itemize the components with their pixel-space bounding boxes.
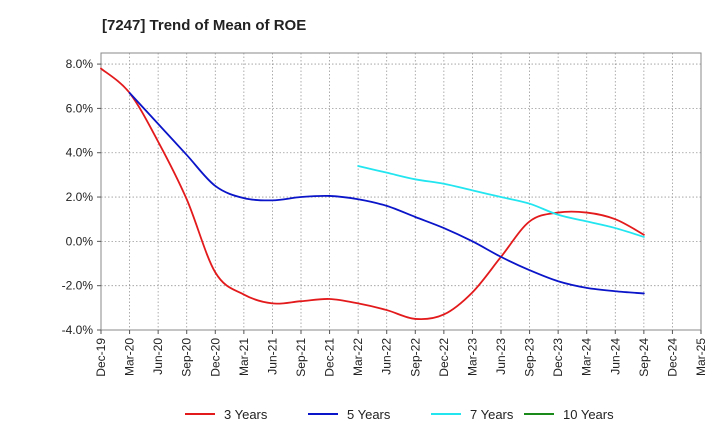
series-lines — [100, 67, 645, 321]
x-tick-label: Sep-22 — [408, 338, 422, 377]
y-tick-label: 2.0% — [66, 190, 94, 204]
x-tick-label: Sep-21 — [294, 338, 308, 377]
x-tick-label: Jun-23 — [494, 338, 508, 375]
x-tick-label: Sep-24 — [637, 338, 651, 377]
series-line-7-years — [357, 165, 645, 238]
x-tick-label: Dec-23 — [551, 338, 565, 377]
x-tick-label: Mar-20 — [123, 338, 137, 376]
x-tick-label: Sep-20 — [180, 338, 194, 377]
x-tick-label: Jun-21 — [265, 338, 279, 375]
y-tick-label: -4.0% — [62, 323, 94, 337]
x-tick-label: Mar-23 — [465, 338, 479, 376]
legend-label: 3 Years — [224, 407, 268, 422]
grid-lines — [100, 53, 702, 331]
x-tick-label: Jun-22 — [380, 338, 394, 375]
legend: 3 Years 5 Years 7 Years 10 Years — [185, 407, 614, 422]
x-tick-label: Mar-24 — [580, 338, 594, 376]
y-tick-label: 4.0% — [66, 146, 94, 160]
y-axis-ticks: -4.0% -2.0% 0.0% 2.0% 4.0% 6.0% 8.0% — [62, 57, 101, 337]
chart-title: [7247] Trend of Mean of ROE — [102, 17, 306, 34]
x-tick-label: Sep-23 — [523, 338, 537, 377]
y-tick-label: 0.0% — [66, 234, 94, 248]
series-line-3-years — [100, 67, 645, 321]
x-tick-label: Jun-24 — [608, 338, 622, 375]
x-axis-ticks: Dec-19 Mar-20 Jun-20 Sep-20 Dec-20 Mar-21 Jun-… — [94, 330, 708, 377]
x-tick-label: Dec-20 — [208, 338, 222, 377]
x-tick-label: Mar-21 — [237, 338, 251, 376]
legend-label: 10 Years — [563, 407, 614, 422]
legend-label: 5 Years — [347, 407, 391, 422]
legend-item-7-years: 7 Years — [431, 407, 514, 422]
x-tick-label: Mar-25 — [694, 338, 708, 376]
x-tick-label: Dec-22 — [437, 338, 451, 377]
x-tick-label: Dec-24 — [665, 338, 679, 377]
legend-item-10-years: 10 Years — [524, 407, 614, 422]
plot-area — [100, 52, 702, 331]
x-tick-label: Dec-21 — [323, 338, 337, 377]
x-tick-label: Dec-19 — [94, 338, 108, 377]
y-tick-label: 8.0% — [66, 57, 94, 71]
x-tick-label: Jun-20 — [151, 338, 165, 375]
y-tick-label: -2.0% — [62, 279, 94, 293]
x-tick-label: Mar-22 — [351, 338, 365, 376]
legend-item-5-years: 5 Years — [308, 407, 391, 422]
legend-label: 7 Years — [470, 407, 514, 422]
series-line-5-years — [128, 91, 645, 295]
y-tick-label: 6.0% — [66, 101, 94, 115]
legend-item-3-years: 3 Years — [185, 407, 268, 422]
